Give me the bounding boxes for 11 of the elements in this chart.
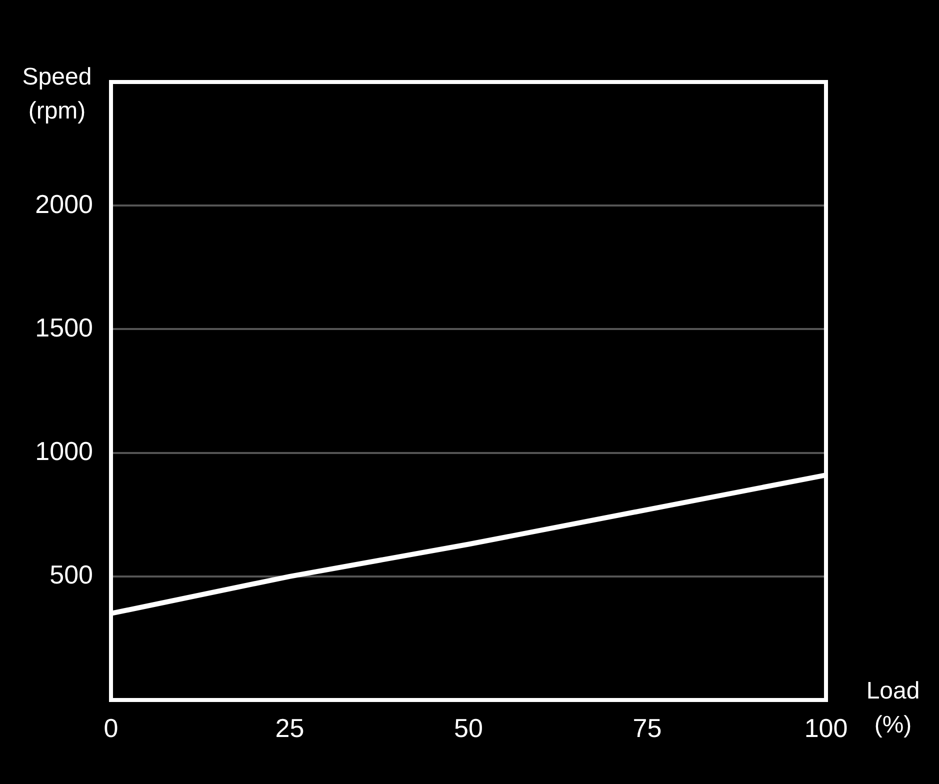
y-tick-label: 2000 — [35, 188, 93, 219]
y-tick-label: 1500 — [35, 312, 93, 342]
y-tick-label: 500 — [50, 560, 93, 590]
x-tick-label: 25 — [275, 712, 304, 743]
x-tick-label: 100 — [804, 712, 848, 743]
x-tick-label: 0 — [104, 712, 118, 743]
x-tick-label: 75 — [632, 712, 662, 743]
x-tick-label: 50 — [454, 712, 483, 743]
y-axis-title: Speed (rpm) — [22, 64, 92, 125]
y-tick-label: 1000 — [35, 436, 93, 466]
x-axis-title: Load (%) — [866, 678, 920, 739]
